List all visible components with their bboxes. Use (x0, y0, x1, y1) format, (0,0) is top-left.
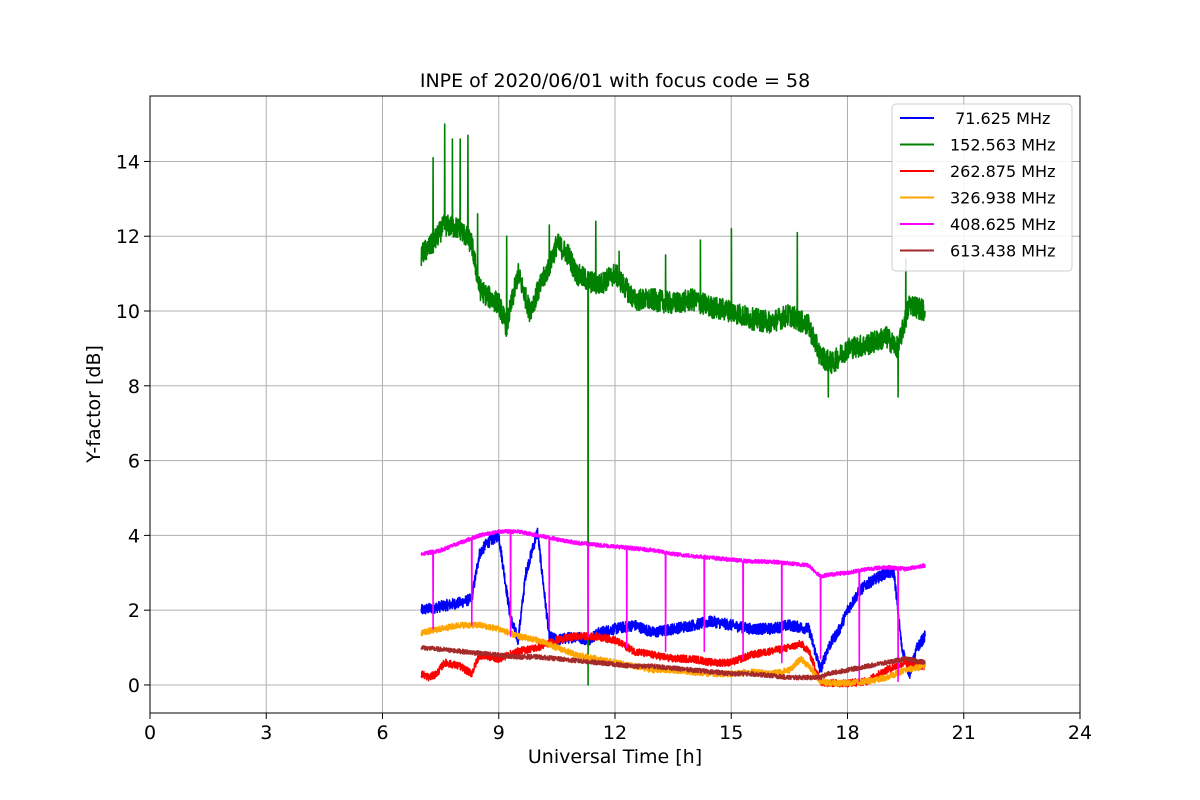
x-tick-label: 12 (603, 722, 627, 744)
x-tick-label: 18 (835, 722, 859, 744)
x-tick-label: 3 (260, 722, 272, 744)
y-tick-label: 4 (128, 525, 140, 547)
y-tick-label: 6 (128, 451, 140, 473)
legend-label: 326.938 MHz (950, 189, 1055, 208)
x-axis-label: Universal Time [h] (528, 746, 702, 768)
series-line-1 (420, 123, 926, 686)
legend: 71.625 MHz 152.563 MHz 262.875 MHz 326.938 … (891, 103, 1073, 272)
series-line-0 (420, 527, 926, 679)
legend-label: 613.438 MHz (950, 242, 1055, 261)
x-tick-label: 21 (952, 722, 976, 744)
chart-title: INPE of 2020/06/01 with focus code = 58 (420, 70, 810, 92)
y-tick-label: 0 (128, 675, 140, 697)
x-tick-label: 9 (493, 722, 505, 744)
x-tick-label: 15 (719, 722, 743, 744)
y-tick-label: 12 (116, 226, 140, 248)
legend-label: 408.625 MHz (950, 215, 1055, 234)
y-tick-label: 2 (128, 600, 140, 622)
y-tick-label: 8 (128, 376, 140, 398)
legend-label: 262.875 MHz (950, 162, 1055, 181)
series-layer (420, 123, 926, 688)
x-tick-label: 6 (376, 722, 388, 744)
y-axis-label: Y-factor [dB] (83, 345, 105, 464)
y-tick-label: 14 (116, 151, 140, 173)
x-tick-label: 0 (144, 722, 156, 744)
legend-box (891, 103, 1073, 272)
x-tick-label: 24 (1068, 722, 1092, 744)
series-line-4 (420, 529, 926, 682)
series-line-5 (420, 645, 926, 681)
gridlines (150, 96, 1080, 713)
legend-label: 71.625 MHz (950, 109, 1050, 128)
y-tick-label: 10 (116, 301, 140, 323)
legend-label: 152.563 MHz (950, 136, 1055, 155)
